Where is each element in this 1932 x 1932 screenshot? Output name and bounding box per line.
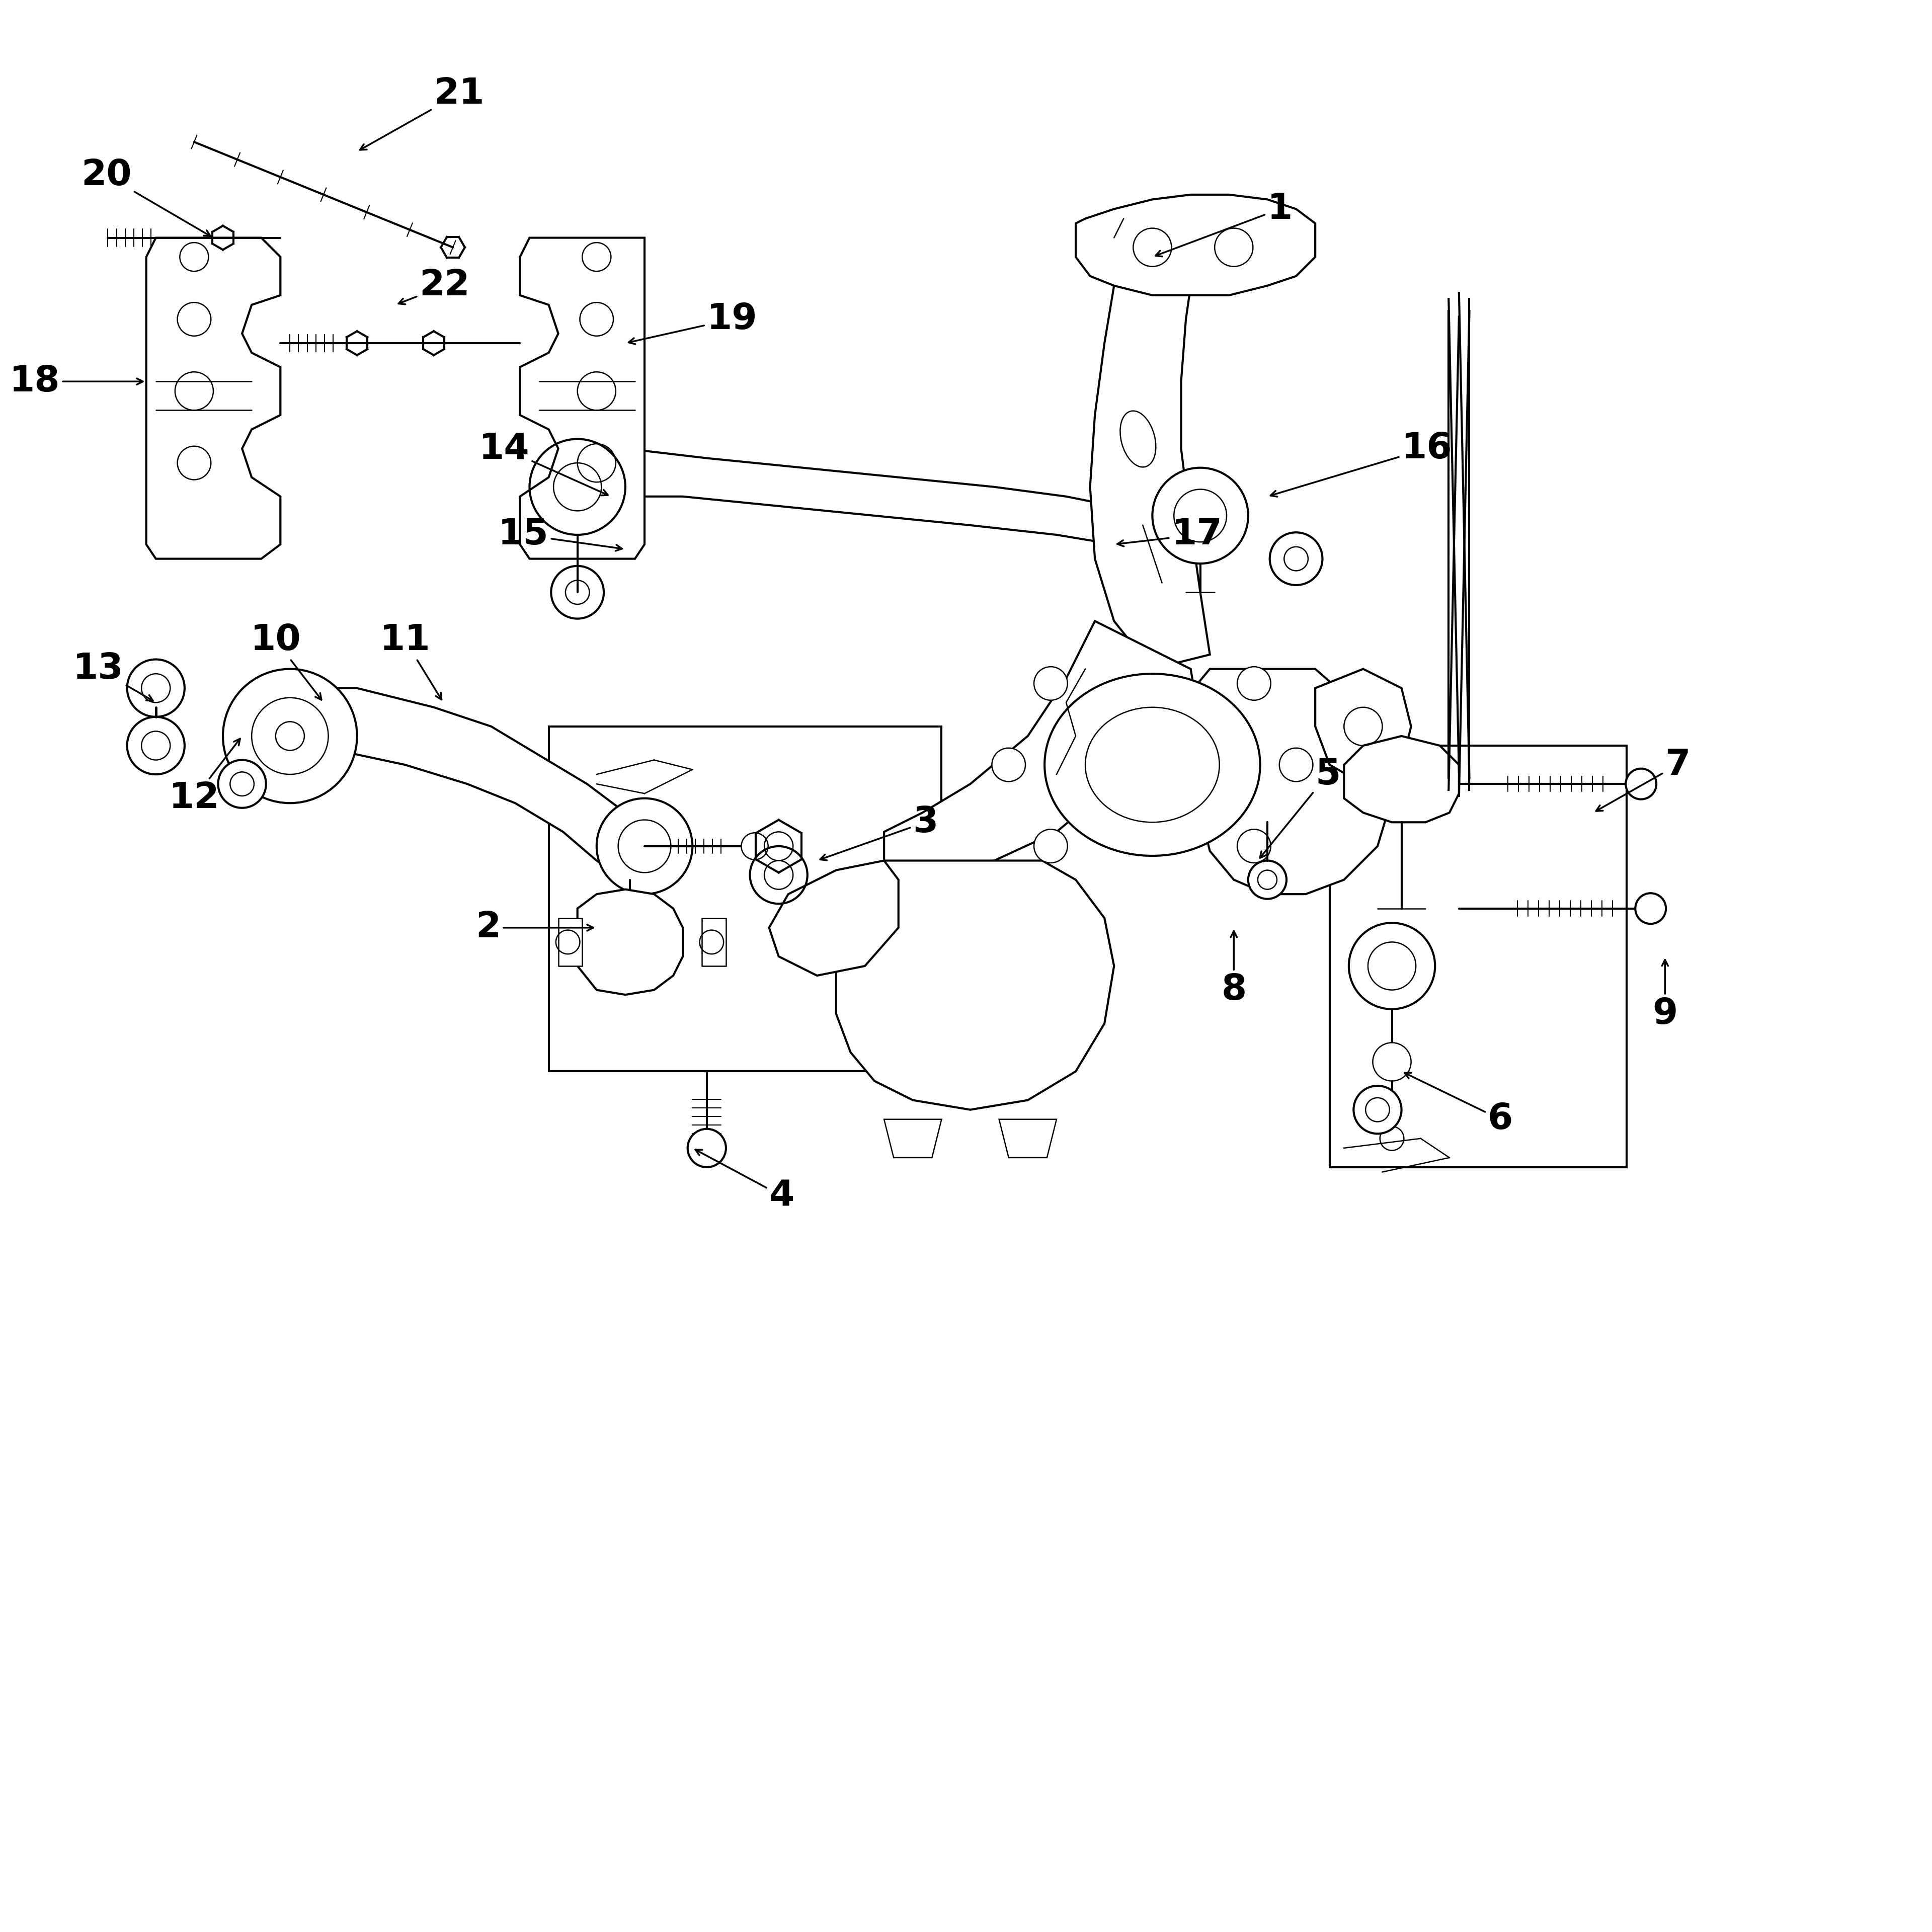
- Polygon shape: [520, 238, 645, 558]
- Text: 8: 8: [1221, 931, 1246, 1007]
- Polygon shape: [885, 1119, 941, 1157]
- Polygon shape: [701, 918, 726, 966]
- Circle shape: [1634, 893, 1665, 923]
- Circle shape: [1034, 829, 1068, 864]
- Circle shape: [1354, 1086, 1401, 1134]
- Polygon shape: [1090, 286, 1209, 668]
- Circle shape: [1034, 667, 1068, 699]
- Text: 2: 2: [475, 910, 593, 945]
- Circle shape: [1374, 1043, 1410, 1082]
- Circle shape: [597, 798, 692, 895]
- Text: 1: 1: [1155, 191, 1293, 257]
- Text: 12: 12: [168, 738, 240, 815]
- Circle shape: [1625, 769, 1656, 800]
- Circle shape: [218, 759, 267, 808]
- Text: 5: 5: [1260, 757, 1341, 858]
- Circle shape: [1236, 667, 1271, 699]
- Circle shape: [1279, 748, 1314, 782]
- Circle shape: [1368, 943, 1416, 989]
- Text: 10: 10: [251, 622, 321, 699]
- Polygon shape: [147, 238, 280, 558]
- Polygon shape: [578, 439, 1186, 545]
- Circle shape: [128, 659, 185, 717]
- Text: 14: 14: [479, 431, 609, 495]
- Polygon shape: [578, 889, 682, 995]
- Polygon shape: [1076, 195, 1316, 296]
- Text: 9: 9: [1652, 960, 1677, 1032]
- Circle shape: [222, 668, 357, 804]
- Polygon shape: [837, 860, 1115, 1109]
- Circle shape: [991, 748, 1026, 782]
- Ellipse shape: [1086, 707, 1219, 823]
- Circle shape: [618, 819, 670, 873]
- Text: 6: 6: [1405, 1072, 1513, 1136]
- Circle shape: [1349, 923, 1435, 1009]
- Circle shape: [1151, 468, 1248, 564]
- Circle shape: [688, 1128, 726, 1167]
- Circle shape: [251, 697, 328, 775]
- Polygon shape: [999, 1119, 1057, 1157]
- Circle shape: [742, 833, 769, 860]
- Text: 21: 21: [359, 77, 485, 151]
- Text: 13: 13: [73, 651, 153, 701]
- Text: 16: 16: [1271, 431, 1453, 497]
- Circle shape: [1236, 829, 1271, 864]
- Circle shape: [1379, 1126, 1405, 1150]
- Text: 18: 18: [10, 363, 143, 398]
- Bar: [549, 726, 941, 1072]
- Text: 3: 3: [821, 806, 939, 860]
- Text: 11: 11: [379, 622, 442, 699]
- Text: 17: 17: [1117, 518, 1223, 553]
- Text: 22: 22: [398, 269, 469, 303]
- Circle shape: [128, 717, 185, 775]
- Polygon shape: [769, 860, 898, 976]
- Text: 20: 20: [81, 158, 211, 236]
- Text: 19: 19: [628, 301, 757, 344]
- Polygon shape: [558, 918, 582, 966]
- Polygon shape: [885, 620, 1391, 895]
- Text: 15: 15: [498, 518, 622, 553]
- Text: 4: 4: [696, 1150, 794, 1213]
- Circle shape: [1248, 860, 1287, 898]
- Polygon shape: [1345, 736, 1459, 823]
- Polygon shape: [242, 688, 659, 879]
- Ellipse shape: [1045, 674, 1260, 856]
- Bar: [1329, 746, 1627, 1167]
- Circle shape: [1175, 489, 1227, 543]
- Polygon shape: [1316, 668, 1410, 784]
- Text: 7: 7: [1596, 748, 1691, 811]
- Ellipse shape: [1121, 412, 1155, 468]
